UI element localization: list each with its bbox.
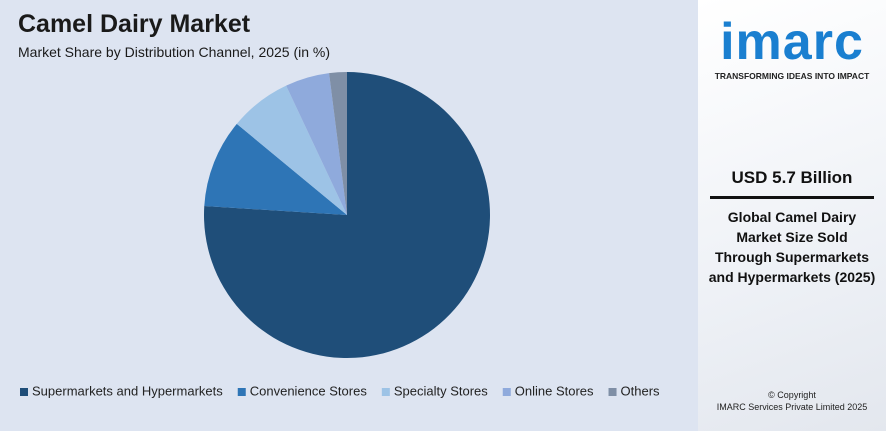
legend-swatch <box>237 388 246 396</box>
legend-swatch <box>608 388 617 396</box>
sidebar: imarc TRANSFORMING IDEAS INTO IMPACT USD… <box>698 0 886 431</box>
pie-slice <box>286 73 347 215</box>
chart-subtitle: Market Share by Distribution Channel, 20… <box>18 44 331 60</box>
legend-swatch <box>20 388 28 396</box>
legend-label: Online Stores <box>515 383 594 398</box>
company: IMARC Services Private Limited 2025 <box>716 402 868 412</box>
copyright: © Copyright IMARC Services Private Limite… <box>698 389 886 413</box>
rule <box>710 196 874 199</box>
legend-swatch <box>381 388 390 396</box>
legend-label: Supermarkets and Hypermarkets <box>32 383 223 398</box>
legend-label: Convenience Stores <box>250 383 368 398</box>
legend-label: Others <box>621 383 661 398</box>
chart: Supermarkets and Hypermarkets Convenience… <box>20 72 661 398</box>
highlight: USD 5.7 Billion <box>731 168 853 187</box>
logo: imarc <box>720 13 864 71</box>
copyright-text: © Copyright <box>768 390 816 400</box>
pie-slice <box>236 85 347 215</box>
pie-slice <box>204 123 347 215</box>
legend-label: Specialty Stores <box>394 383 488 398</box>
tagline: TRANSFORMING IDEAS INTO IMPACT <box>714 71 870 81</box>
chart-title: Camel Dairy Market <box>18 10 251 38</box>
description: Global Camel Dairy Market Size Sold Thro… <box>708 209 876 285</box>
legend-swatch <box>502 388 511 396</box>
pie-slice <box>329 72 347 215</box>
chart-panel: Camel Dairy Market Market Share by Distr… <box>0 0 698 431</box>
